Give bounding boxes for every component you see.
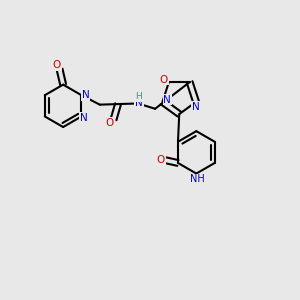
Text: N: N (192, 102, 200, 112)
Text: N: N (80, 113, 88, 123)
Text: O: O (160, 75, 168, 85)
Text: O: O (105, 118, 114, 128)
Text: O: O (157, 155, 165, 165)
Text: O: O (52, 60, 61, 70)
Text: N: N (135, 98, 143, 109)
Text: NH: NH (190, 174, 205, 184)
Text: N: N (163, 94, 171, 104)
Text: N: N (82, 90, 89, 100)
Text: H: H (136, 92, 142, 101)
